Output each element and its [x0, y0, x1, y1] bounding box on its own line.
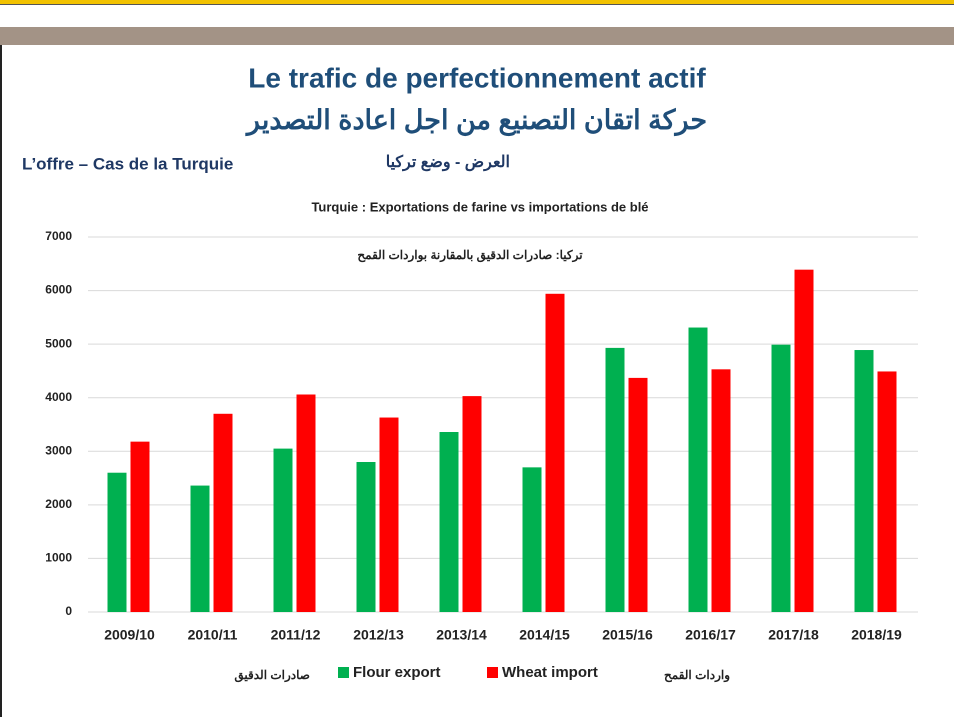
x-tick-label: 2013/14 — [436, 627, 487, 643]
bar — [190, 485, 210, 612]
x-tick-label: 2012/13 — [353, 627, 404, 643]
x-tick-label: 2010/11 — [188, 627, 238, 643]
bar — [213, 413, 233, 612]
legend-swatch — [338, 667, 349, 678]
bar — [711, 369, 731, 612]
bar — [854, 350, 874, 612]
y-tick-label: 7000 — [45, 229, 72, 243]
y-tick-label: 2000 — [45, 497, 72, 511]
bar — [688, 327, 708, 612]
bar — [356, 462, 376, 612]
bar — [296, 394, 316, 612]
left-border — [0, 45, 2, 717]
bar — [462, 396, 482, 612]
bar — [605, 347, 625, 612]
bar — [545, 293, 565, 612]
slide-subtitle: L’offre – Cas de la Turquie — [22, 154, 233, 173]
legend-label: Flour export — [353, 664, 441, 681]
x-tick-label: 2018/19 — [851, 627, 902, 643]
legend-label-ar: واردات القمح — [664, 668, 730, 683]
legend-label: Wheat import — [502, 664, 598, 681]
x-tick-label: 2016/17 — [685, 627, 736, 643]
chart-subtitle: تركيا: صادرات الدقيق بالمقارنة بواردات ا… — [357, 248, 583, 263]
top-rule — [0, 0, 954, 4]
bar — [771, 344, 791, 612]
y-tick-label: 6000 — [45, 283, 72, 297]
y-tick-label: 3000 — [45, 443, 72, 457]
bar — [877, 371, 897, 612]
x-tick-label: 2017/18 — [768, 627, 819, 643]
x-tick-label: 2015/16 — [602, 627, 653, 643]
slide-title: Le trafic de perfectionnement actif — [248, 62, 706, 93]
header-band — [0, 27, 954, 45]
legend-label-ar: صادرات الدقيق — [234, 668, 310, 683]
legend-swatch — [487, 667, 498, 678]
x-tick-label: 2011/12 — [271, 627, 321, 643]
y-tick-label: 0 — [65, 604, 72, 618]
bar — [273, 448, 293, 612]
y-tick-label: 1000 — [45, 551, 72, 565]
chart-title: Turquie : Exportations de farine vs impo… — [311, 199, 648, 214]
bar — [130, 441, 150, 612]
slide-subtitle-ar: العرض - وضع تركيا — [386, 154, 510, 172]
bar — [107, 472, 127, 612]
y-tick-label: 4000 — [45, 390, 72, 404]
bar — [794, 269, 814, 612]
top-rule-shadow — [0, 4, 954, 5]
slide-title-ar: حركة اتقان التصنيع من اجل اعادة التصدير — [245, 105, 707, 137]
bar — [379, 417, 399, 612]
bar — [522, 467, 542, 612]
y-tick-label: 5000 — [45, 336, 72, 350]
x-tick-label: 2009/10 — [104, 627, 155, 643]
bar — [628, 377, 648, 612]
bar — [439, 432, 459, 612]
x-tick-label: 2014/15 — [519, 627, 570, 643]
